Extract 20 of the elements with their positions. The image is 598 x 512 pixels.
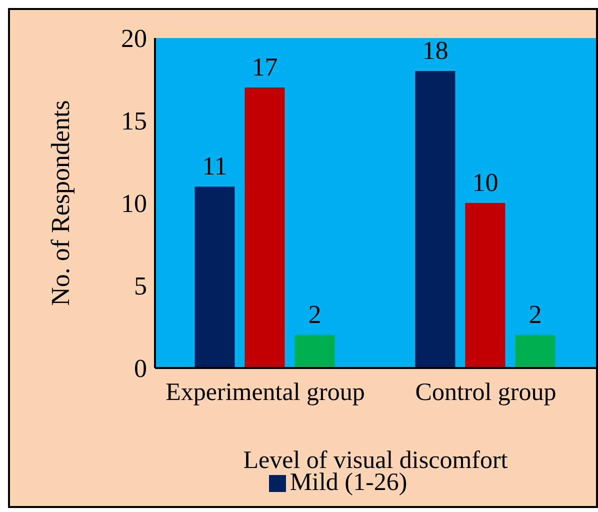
y-tick-label: 5 [134,272,147,301]
y-tick-label: 20 [121,24,147,54]
bar [244,88,285,368]
data-label: 10 [472,168,498,197]
bar [194,186,235,368]
data-label: 11 [202,152,228,180]
y-axis-title: No. of Respondents [46,100,76,306]
y-tick-label: 15 [121,106,147,136]
bar [294,335,335,368]
y-tick-label: 10 [121,189,147,218]
data-label: 18 [422,36,448,65]
data-label: 2 [308,300,322,329]
x-tick-label: Experimental group [166,378,365,406]
bar [515,335,556,368]
x-tick-label: Control group [415,378,556,406]
y-tick-label: 0 [134,354,147,384]
bar [415,71,456,368]
data-label: 2 [528,300,542,329]
data-label: 17 [252,52,278,82]
bar [465,203,506,368]
